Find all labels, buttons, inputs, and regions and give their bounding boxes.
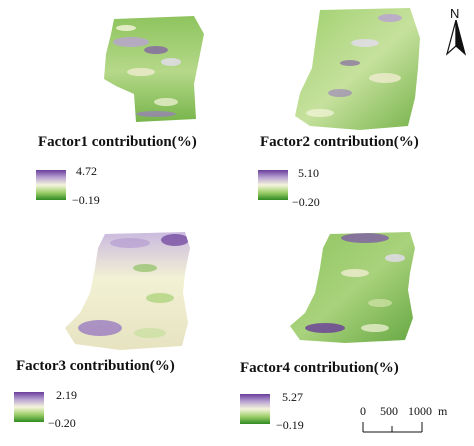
scale-unit: m: [438, 404, 448, 418]
map-factor3: [60, 228, 195, 353]
scale-bar: 0 500 1000 m: [356, 402, 466, 438]
map-title-factor2: Factor2 contribution(%): [260, 134, 419, 150]
legend-colorbar-factor1: [36, 170, 66, 200]
legend-min-factor4: −0.19: [276, 418, 304, 432]
legend-min-factor3: −0.20: [48, 416, 76, 430]
legend-colorbar-factor2: [258, 170, 288, 200]
map-title-factor3: Factor3 contribution(%): [16, 358, 175, 374]
map-factor2: [290, 8, 430, 133]
north-arrow-icon: N: [443, 6, 469, 56]
map-factor4: [285, 228, 425, 348]
legend-colorbar-factor4: [240, 394, 270, 424]
legend-max-factor1: 4.72: [76, 164, 97, 178]
legend-max-factor4: 5.27: [282, 390, 303, 404]
scale-tick-1000: 1000: [408, 404, 432, 418]
scale-tick-0: 0: [360, 404, 366, 418]
map-title-factor4: Factor4 contribution(%): [240, 360, 399, 376]
scale-tick-500: 500: [380, 404, 398, 418]
legend-max-factor2: 5.10: [298, 166, 319, 180]
legend-max-factor3: 2.19: [56, 388, 77, 402]
map-factor1: [96, 14, 216, 129]
north-label: N: [450, 6, 460, 21]
legend-min-factor2: −0.20: [292, 195, 320, 209]
map-title-factor1: Factor1 contribution(%): [38, 134, 197, 150]
legend-min-factor1: −0.19: [72, 193, 100, 207]
legend-colorbar-factor3: [14, 392, 44, 422]
